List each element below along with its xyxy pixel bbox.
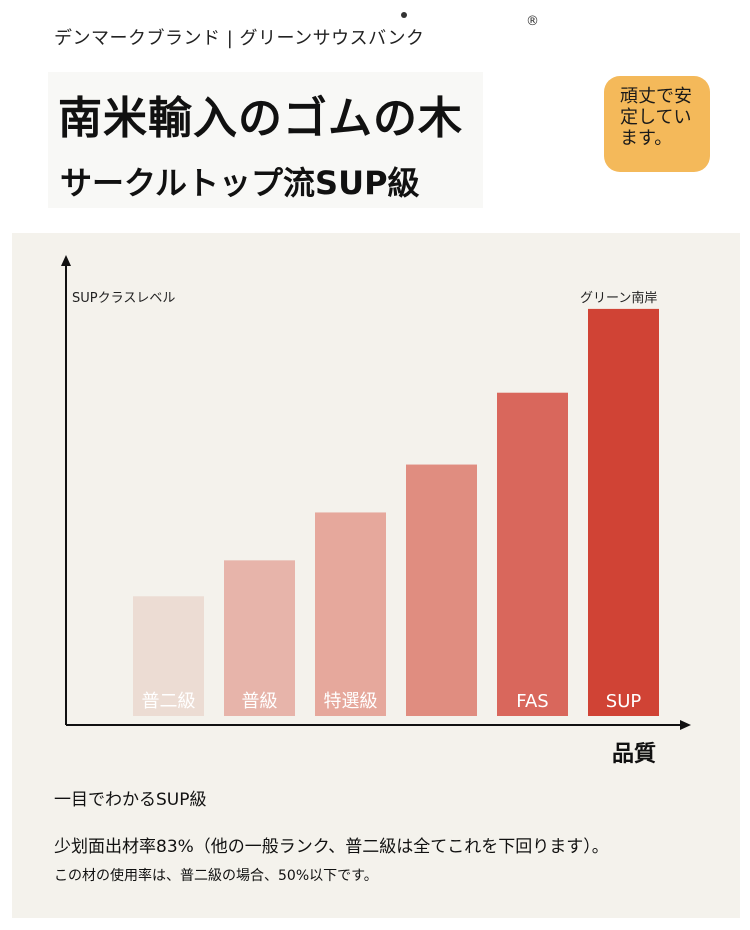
bar-3: [315, 512, 386, 716]
x-axis-label: 品質: [612, 742, 657, 767]
badge-text: 頑丈で安定しています。: [620, 86, 692, 149]
title-block: [48, 72, 483, 208]
brand-line: デンマークブランド | グリーンサウスバンク: [54, 28, 425, 49]
footer-line-1: 少划面出材率83%（他の一般ランク、普二級は全てこれを下回ります）。: [54, 837, 609, 857]
y-axis-arrow: [61, 255, 71, 266]
page-subtitle: サークルトップ流SUP級: [60, 164, 420, 202]
bar-label-3: 特選級: [324, 691, 378, 712]
bar-chart: 普二級 普級 特選級 FAS SUP: [61, 255, 691, 730]
x-axis-arrow: [680, 720, 691, 730]
bar-label-6: SUP: [606, 691, 642, 712]
dot-icon: [401, 12, 407, 18]
bar-6: [588, 308, 659, 716]
bar-2: [224, 560, 295, 716]
bar-1: [133, 596, 204, 716]
bar-label-1: 普二級: [142, 691, 196, 712]
series-label: グリーン南岸: [580, 291, 658, 306]
footer-line-2: この材の使用率は、普二級の場合、50%以下です。: [54, 868, 378, 884]
page-title: 南米輸入のゴムの木: [58, 93, 463, 144]
footer-subtitle: 一目でわかるSUP級: [54, 790, 207, 810]
registered-icon: ®: [526, 14, 539, 29]
badge: [604, 76, 710, 172]
bar-label-2: 普級: [242, 691, 278, 712]
bar-5: [497, 392, 568, 716]
bar-4: [406, 464, 477, 716]
y-axis-label: SUPクラスレベル: [72, 291, 176, 306]
bar-label-5: FAS: [516, 691, 548, 712]
